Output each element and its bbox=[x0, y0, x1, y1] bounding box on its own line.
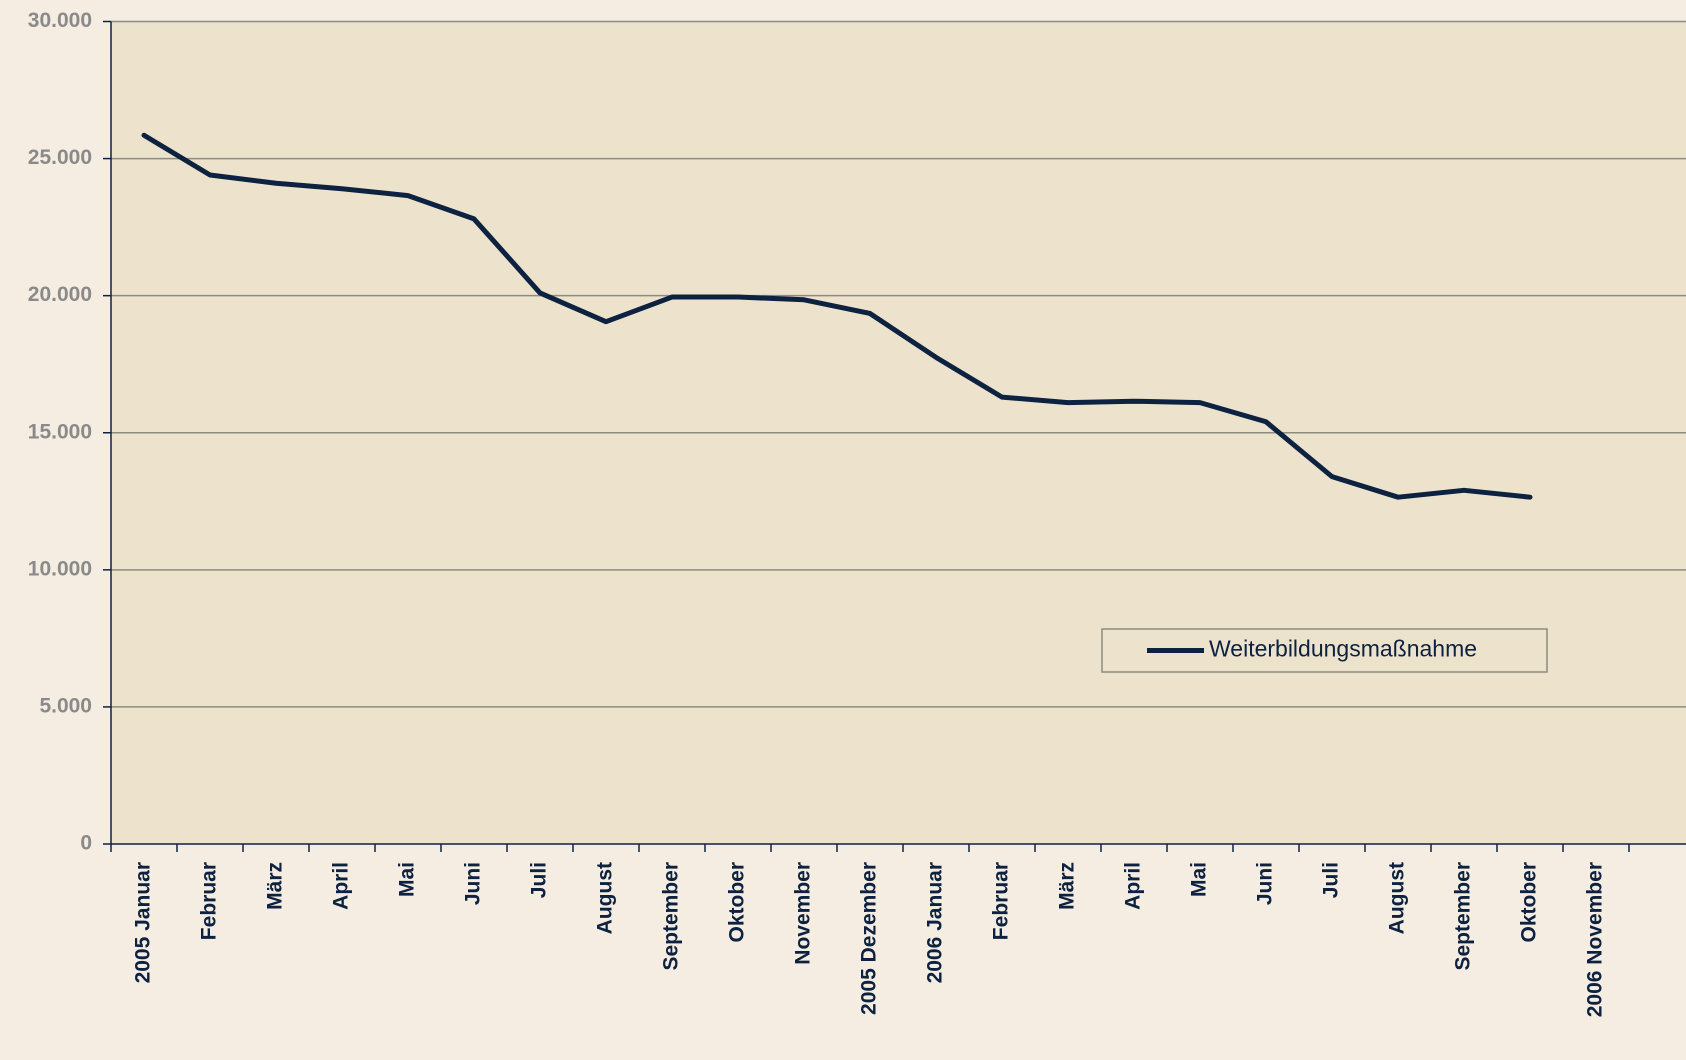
y-tick-label: 15.000 bbox=[28, 420, 92, 443]
x-tick-label: April bbox=[330, 862, 353, 910]
y-tick-label: 30.000 bbox=[28, 9, 92, 32]
x-tick-label: Mai bbox=[396, 862, 419, 897]
x-tick-label: Mai bbox=[1188, 862, 1211, 897]
x-tick-label: September bbox=[660, 862, 683, 971]
x-tick-label: 2005 Dezember bbox=[858, 862, 881, 1015]
y-tick-label: 10.000 bbox=[28, 557, 92, 580]
x-tick-label: März bbox=[264, 862, 287, 910]
x-tick-label: 2006 November bbox=[1584, 862, 1607, 1017]
x-tick-label: Februar bbox=[198, 862, 221, 940]
x-tick-label: August bbox=[594, 862, 617, 934]
x-tick-label: Oktober bbox=[1518, 862, 1541, 943]
x-tick-label: 2006 Januar bbox=[924, 862, 947, 983]
x-tick-label: Juni bbox=[1254, 862, 1277, 905]
x-tick-label: Juli bbox=[1320, 862, 1343, 898]
x-tick-label: August bbox=[1386, 862, 1409, 934]
legend-box bbox=[1101, 628, 1548, 673]
x-tick-label: April bbox=[1122, 862, 1145, 910]
y-tick-label: 0 bbox=[80, 832, 92, 855]
y-tick-label: 25.000 bbox=[28, 146, 92, 169]
series-line bbox=[141, 132, 1533, 500]
x-tick-label: September bbox=[1452, 862, 1475, 971]
x-tick-label: März bbox=[1056, 862, 1079, 910]
x-tick-label: Februar bbox=[990, 862, 1013, 940]
x-tick-label: 2005 Januar bbox=[132, 862, 155, 983]
x-tick-label: Juli bbox=[528, 862, 551, 898]
y-tick-label: 20.000 bbox=[28, 283, 92, 306]
x-tick-label: November bbox=[792, 862, 815, 965]
legend-label: Weiterbildungsmaßnahme bbox=[1209, 636, 1477, 662]
x-tick-label: Oktober bbox=[726, 862, 749, 943]
x-tick-label: Juni bbox=[462, 862, 485, 905]
y-tick-label: 5.000 bbox=[39, 694, 92, 717]
